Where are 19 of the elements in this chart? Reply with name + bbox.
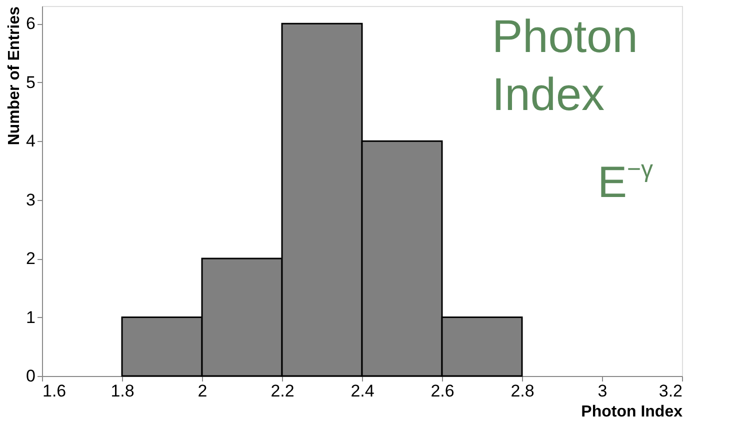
x-tick-label: 3: [598, 382, 608, 400]
y-tick-label: 1: [26, 308, 36, 327]
y-tick-label: 5: [26, 72, 36, 92]
x-tick-label: 2.6: [430, 382, 454, 400]
x-tick-label: 2.2: [270, 382, 294, 400]
x-tick-label: 2.8: [510, 382, 534, 400]
annotation: Photon Index: [492, 10, 638, 120]
y-tick-label: 3: [26, 190, 36, 210]
x-axis-title: Photon Index: [581, 404, 683, 420]
x-tick-label: 2.4: [350, 382, 374, 400]
x-tick-label: 1.6: [42, 382, 66, 400]
x-tick-label: 2: [198, 382, 208, 400]
y-axis-title: Number of Entries: [6, 6, 24, 146]
y-tick-label: 4: [26, 132, 36, 151]
x-tick-label: 3.2: [658, 382, 682, 400]
x-tick-label: 1.8: [110, 382, 134, 400]
y-tick-label: 0: [26, 366, 36, 386]
y-tick-label: 6: [26, 14, 36, 34]
y-tick-label: 2: [26, 249, 36, 268]
